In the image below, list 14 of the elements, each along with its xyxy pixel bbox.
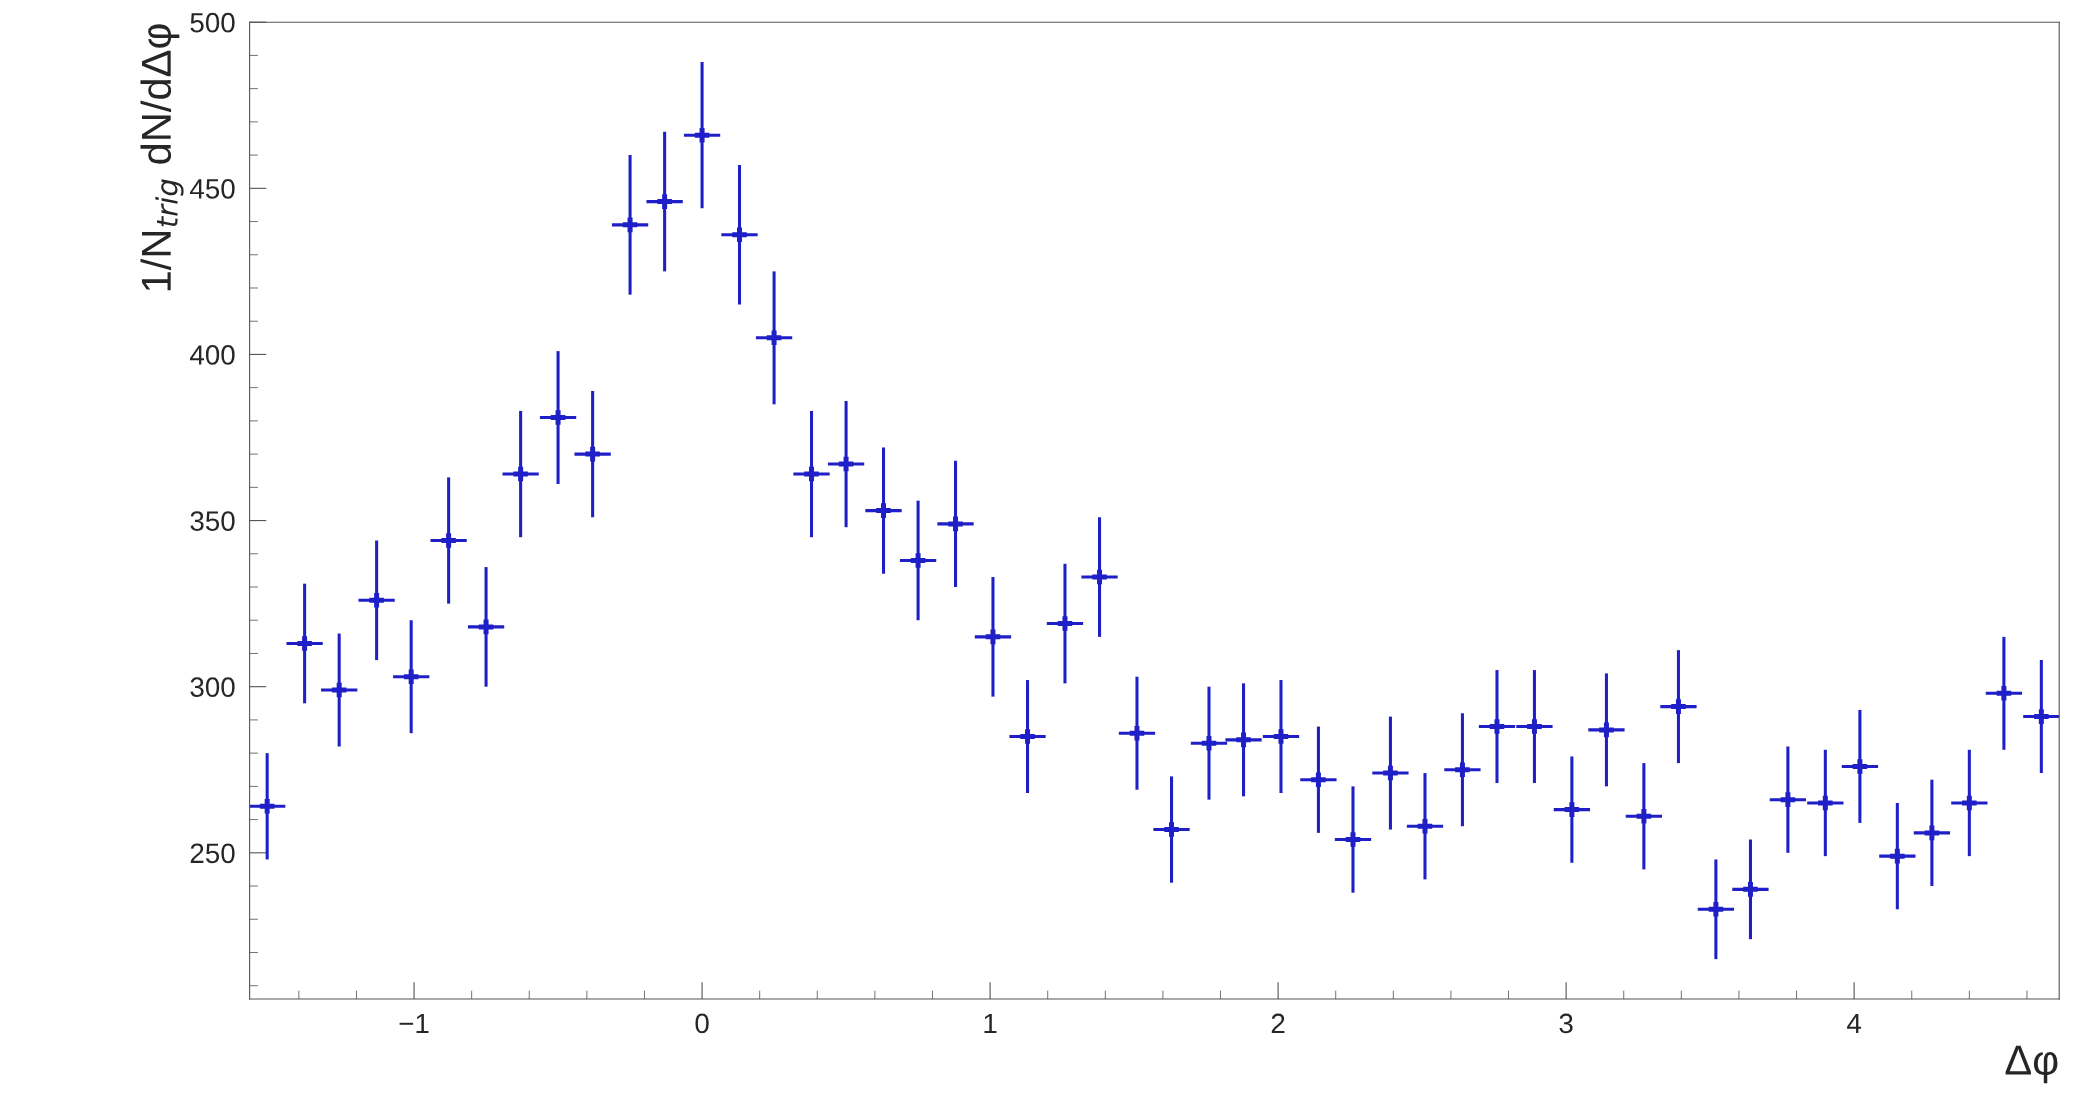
x-tick-label: 1: [984, 1013, 997, 1034]
x-tick-label: 0: [695, 1013, 709, 1034]
x-tick-label: 3: [1559, 1013, 1573, 1034]
x-tick-label: 2: [1271, 1013, 1285, 1034]
y-tick-label: 400: [190, 345, 235, 365]
x-tick-label: 4: [1847, 1013, 1862, 1034]
x-tick-label: −1: [399, 1013, 429, 1034]
y-tick-label: 350: [190, 511, 235, 531]
y-tick-label: 500: [190, 12, 235, 33]
y-tick-label: 300: [190, 677, 235, 698]
x-axis-title: Δφ: [2005, 1045, 2058, 1084]
y-tick-label: 250: [190, 843, 235, 864]
y-axis-title: 1/N$_{trig}$ dN/dΔφ: [140, 24, 184, 291]
y-tick-label: 450: [190, 178, 235, 199]
